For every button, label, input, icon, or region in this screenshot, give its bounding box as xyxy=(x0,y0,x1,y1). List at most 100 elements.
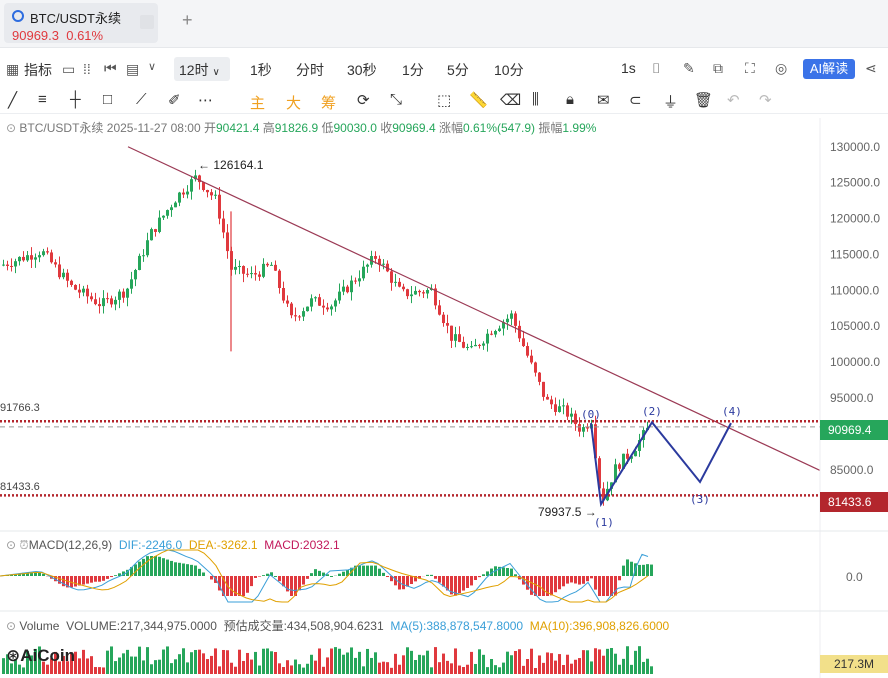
magnet-icon[interactable]: ⊂ xyxy=(629,92,642,109)
volume-bar xyxy=(210,655,213,674)
macd-bar xyxy=(470,576,473,586)
brush-tool-icon[interactable]: ✐ xyxy=(168,92,181,109)
chevron-down-icon[interactable]: ∨ xyxy=(148,61,157,73)
candle-body xyxy=(470,346,473,348)
candle-body xyxy=(74,284,77,290)
ai-analysis-button[interactable]: AI解读 xyxy=(803,59,855,79)
eraser-icon[interactable]: ⌫ xyxy=(500,92,522,109)
macd-bar xyxy=(574,576,577,584)
macd-bar xyxy=(590,576,593,579)
volume-bar xyxy=(418,654,421,674)
sync-icon[interactable]: ⟳ xyxy=(357,92,370,109)
indicators-button[interactable]: 指标 xyxy=(24,62,52,78)
macd-bar xyxy=(566,576,569,584)
grid-icon[interactable]: ▤ xyxy=(126,61,140,77)
volume-bar xyxy=(502,662,505,674)
volume-bar xyxy=(58,661,61,674)
volume-bar xyxy=(198,649,201,674)
candle-body xyxy=(126,288,129,298)
candle-body xyxy=(222,218,225,233)
more-tools-icon[interactable]: ⋯ xyxy=(198,92,213,109)
symbol-tab[interactable]: BTC/USDT永续 90969.3 0.61% xyxy=(4,3,158,43)
volume-bar xyxy=(490,658,493,674)
pencil-icon[interactable]: ✎ xyxy=(683,60,695,76)
macd-bar xyxy=(58,576,61,584)
popout-icon[interactable]: ⧉ xyxy=(713,60,723,76)
period-1m[interactable]: 1分 xyxy=(402,62,424,78)
note-icon[interactable]: ✉ xyxy=(597,92,610,109)
candle-body xyxy=(242,266,245,274)
candle-body xyxy=(454,334,457,341)
candle-body xyxy=(358,278,361,282)
hlines-tool-icon[interactable]: ≡ xyxy=(38,91,47,108)
candles-icon[interactable]: ⫼ xyxy=(532,91,539,108)
collapse-icon[interactable]: ⊙ xyxy=(6,121,17,135)
macd-bar xyxy=(622,565,625,576)
macd-bar xyxy=(442,576,445,587)
macd-bar xyxy=(338,573,341,576)
macd-bar xyxy=(318,570,321,576)
candle-body xyxy=(82,288,85,293)
redo-icon[interactable]: ↷ xyxy=(759,92,772,109)
refresh-rate[interactable]: 1s xyxy=(621,60,636,76)
select-icon[interactable]: ⬚ xyxy=(437,92,452,109)
candle-body xyxy=(598,458,601,489)
indicator-icon[interactable]: ▦ xyxy=(6,61,20,77)
volume-bar xyxy=(578,658,581,674)
volume-bar xyxy=(638,646,641,674)
period-30s[interactable]: 30秒 xyxy=(347,62,377,78)
macd-bar xyxy=(150,556,153,576)
share-icon[interactable]: ⋖ xyxy=(865,60,877,76)
chip-tool[interactable]: 筹 xyxy=(321,95,337,112)
rewind-icon[interactable]: ⏮ xyxy=(104,60,117,76)
candle-body xyxy=(50,252,53,263)
candle-body xyxy=(278,270,281,289)
fullscreen-icon[interactable]: ⛶ xyxy=(745,60,755,76)
main-force-tool[interactable]: 主 xyxy=(250,95,266,112)
volume-bar xyxy=(354,657,357,674)
candle-body xyxy=(626,453,629,459)
macd-bar xyxy=(362,565,365,576)
period-10m[interactable]: 10分 xyxy=(494,62,524,78)
period-timeshare[interactable]: 分时 xyxy=(296,62,324,78)
trendline-tool-icon[interactable]: ╱ xyxy=(8,92,18,109)
hray-tool-icon[interactable]: ┼ xyxy=(70,91,81,108)
candle-body xyxy=(150,229,153,241)
trash-icon[interactable]: 🗑︎ xyxy=(694,92,714,109)
macd-bar xyxy=(30,572,33,576)
volume-bar xyxy=(322,666,325,674)
tab-close-icon[interactable] xyxy=(140,15,154,29)
lock-icon[interactable]: 🔒︎ xyxy=(566,91,574,108)
camera-icon[interactable]: ⌷ xyxy=(652,60,661,76)
macd-bar xyxy=(242,576,245,596)
compare-icon[interactable]: ⁞⁞ xyxy=(83,61,91,77)
filter-icon[interactable]: ⏚ xyxy=(663,94,679,111)
period-5m[interactable]: 5分 xyxy=(447,62,469,78)
volume-bar xyxy=(250,659,253,674)
undo-icon[interactable]: ↶ xyxy=(727,92,740,109)
volume-bar xyxy=(122,653,125,674)
period-1s[interactable]: 1秒 xyxy=(250,62,272,78)
price-tick-label: 130000.0 xyxy=(830,140,880,154)
volume-bar xyxy=(194,649,197,674)
settings-icon[interactable]: ◎ xyxy=(775,60,788,76)
macd-bar xyxy=(122,571,125,576)
volume-bar xyxy=(510,655,513,674)
macd-bar xyxy=(234,576,237,596)
big-order-tool[interactable]: 大 xyxy=(286,95,302,112)
layout-icon[interactable]: ▭ xyxy=(62,61,76,77)
ruler-icon[interactable]: 📏 xyxy=(469,92,488,109)
macd-bar xyxy=(314,569,317,576)
volume-bar xyxy=(62,656,65,674)
measure-icon[interactable]: ⤡ xyxy=(390,91,403,108)
interval-select[interactable]: 12时 ∨ xyxy=(174,57,230,81)
candle-body xyxy=(266,263,269,266)
macd-bar xyxy=(162,558,165,576)
add-tab-icon[interactable]: + xyxy=(182,10,193,30)
ray-tool-icon[interactable]: ⟋ xyxy=(136,91,147,108)
macd-bar xyxy=(74,576,77,587)
macd-bar xyxy=(374,565,377,576)
volume-bar xyxy=(378,662,381,674)
rect-tool-icon[interactable]: □ xyxy=(103,91,113,108)
